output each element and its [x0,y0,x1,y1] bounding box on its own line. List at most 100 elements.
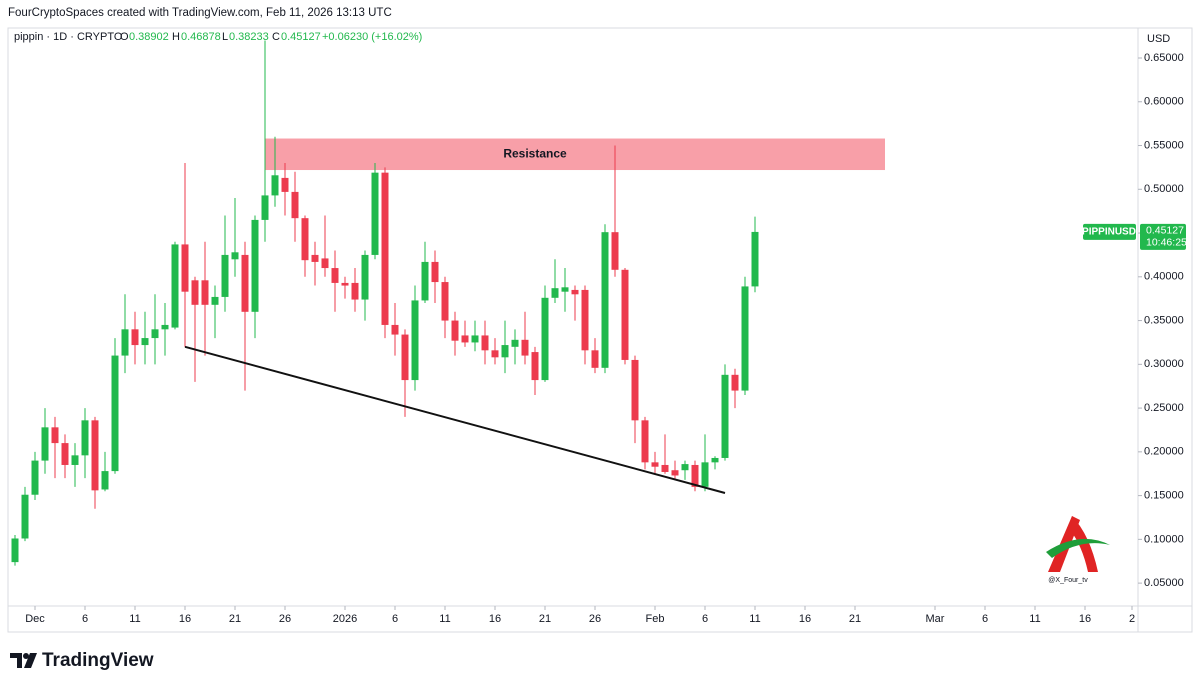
y-tick-label: 0.65000 [1144,52,1184,64]
x-tick-label: 11 [439,613,450,625]
candle-body [331,268,339,283]
candle-body [191,280,199,305]
candle-body [661,464,669,472]
candle-body [171,244,179,328]
candle-body [271,175,279,196]
candle-body [741,286,749,391]
candle-body [231,252,239,260]
x-tick-label: 6 [392,613,398,625]
x-tick-label: Dec [25,613,45,625]
candle-body [31,460,39,495]
candle-body [751,231,759,287]
x-tick-label: 11 [749,613,760,625]
ohlc-letter: H [172,31,180,43]
candle-body [671,470,679,476]
candle-body [311,254,319,262]
y-tick-label: 0.40000 [1144,271,1184,283]
candle-body [221,254,229,297]
candle-body [651,462,659,467]
ticker-tag [1083,223,1136,240]
candle-body [21,494,29,539]
x-tick-label: 2 [1129,613,1135,625]
candle-body [121,329,129,356]
currency-label: USD [1147,33,1170,45]
candle-body [401,334,409,381]
x-tick-label: 16 [489,613,501,625]
x-tick-label: 21 [539,613,551,625]
x-tick-label: 16 [799,613,811,625]
candle-body [111,355,119,472]
y-tick-label: 0.60000 [1144,96,1184,108]
y-tick-label: 0.55000 [1144,139,1184,151]
trendline [184,345,726,494]
y-tick-label: 0.25000 [1144,402,1184,414]
logo-shape [1046,538,1110,558]
x-tick-label: Feb [646,613,665,625]
candle-body [421,261,429,301]
x-tick-label: 16 [179,613,191,625]
candle-body [291,191,299,219]
candle-body [281,177,289,192]
y-tick-label: 0.20000 [1144,446,1184,458]
brand: TradingView [10,650,154,671]
resistance-label: Resistance [503,146,567,160]
candle-body [441,282,449,321]
candle-body [341,282,349,286]
ohlc-letter: C [272,31,280,43]
candle-body [571,289,579,295]
symbol: pippin · 1D · CRYPTO [14,31,123,43]
candle-body [631,359,639,421]
price-tag-countdown: 10:46:25 [1146,237,1187,249]
candle-body [61,443,69,465]
y-tick-label: 0.15000 [1144,490,1184,502]
candle-body [601,232,609,368]
candle-body [391,324,399,335]
candle-body [241,254,249,312]
candle-body [481,335,489,351]
candle-body [581,289,589,351]
x-tick-label: 26 [279,613,291,625]
candle-body [531,352,539,381]
candle-body [361,254,369,300]
x-tick-label: 11 [1029,613,1040,625]
x-tick-label: 21 [229,613,241,625]
change: +0.06230 (+16.02%) [322,31,422,43]
candle-body [621,269,629,360]
y-tick-label: 0.10000 [1144,533,1184,545]
candle-body [301,218,309,261]
candle-body [91,420,99,491]
brand-name: TradingView [42,650,154,671]
brand-icon [10,653,22,668]
x-tick-label: 26 [589,613,601,625]
watermark-logo: @X_Four_tv [1046,516,1110,584]
x-tick-label: 6 [982,613,988,625]
candle-body [431,261,439,283]
ohlc-value: 0.45127 [281,31,321,43]
ticker-tag-text: PIPPINUSD [1082,227,1136,238]
candle-body [181,244,189,292]
candle-body [681,464,689,471]
candle-body [721,374,729,458]
candle-body [521,339,529,356]
candle-body [731,374,739,391]
candle-body [411,300,419,381]
candle-body [101,471,109,490]
x-tick-label: Mar [926,613,945,625]
y-tick-label: 0.05000 [1144,577,1184,589]
candle-body [371,172,379,255]
candle-body [561,287,569,292]
chart-frame [7,27,1193,633]
candle-body [71,455,79,465]
candle-body [161,324,169,330]
price-tag [1140,223,1186,250]
legend: pippin · 1D · CRYPTO O 0.38902 H 0.46878… [14,31,422,43]
watermark-text: @X_Four_tv [1048,577,1088,584]
candle-body [201,280,209,305]
candle-body [711,457,719,463]
candle-body [141,338,149,346]
candle-body [131,329,139,346]
y-tick-label: 0.35000 [1144,314,1184,326]
ohlc-value: 0.38902 [129,31,169,43]
